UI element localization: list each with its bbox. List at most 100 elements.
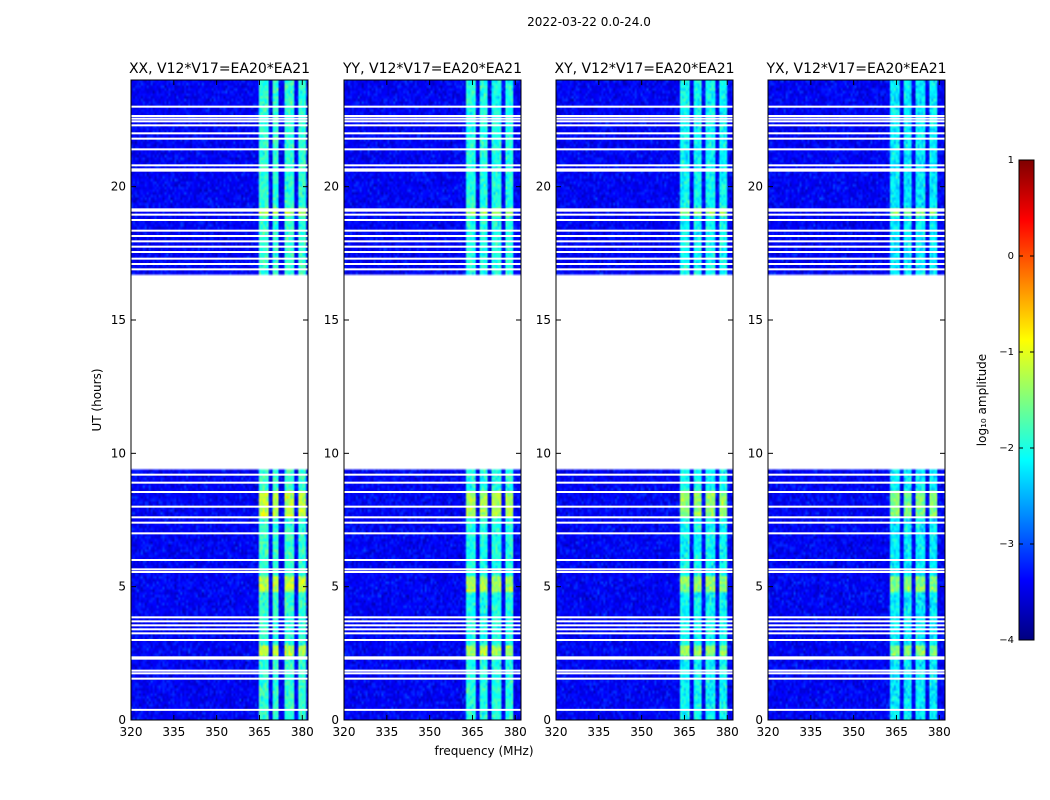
y-tick-label: 0 [543, 713, 551, 727]
flag-line [768, 632, 945, 635]
flag-line [768, 245, 945, 248]
y-tick-label: 15 [536, 313, 551, 327]
flag-line [344, 628, 521, 631]
panel-frame [343, 79, 522, 721]
flag-line [556, 708, 733, 711]
flag-line [556, 251, 733, 253]
flag-line [344, 516, 521, 519]
flag-line [768, 240, 945, 243]
flag-line [131, 169, 308, 172]
flag-line [556, 168, 733, 171]
flag-line [131, 632, 308, 635]
flag-line [556, 505, 733, 508]
flag-line [131, 208, 308, 211]
y-tick-label: 5 [755, 580, 763, 594]
x-tick-label: 380 [504, 725, 527, 739]
flag-line [556, 491, 733, 493]
x-tick-label: 350 [205, 725, 228, 739]
flag-line [131, 168, 308, 171]
flag-line [556, 532, 733, 535]
flag-line [768, 491, 945, 493]
flag-line [556, 516, 733, 519]
flag-line [344, 571, 521, 573]
flag-line [768, 251, 945, 253]
flag-line [768, 672, 945, 675]
panel-2: YY, V12*V17=EA20*EA21 320 335 350 365 380 0 5 10… [324, 61, 527, 739]
panel-title: XX, V12*V17=EA20*EA21 [129, 61, 310, 77]
x-tick-label: 320 [333, 725, 356, 739]
flag-line [556, 164, 733, 167]
y-tick-label: 15 [324, 313, 339, 327]
y-tick-label: 0 [755, 713, 763, 727]
x-tick-label: 320 [545, 725, 568, 739]
flag-line [344, 263, 521, 265]
flag-line [768, 124, 945, 127]
flag-line [768, 164, 945, 167]
y-tick-label: 5 [543, 580, 551, 594]
x-tick-label: 320 [120, 725, 143, 739]
flag-line [131, 117, 308, 120]
x-tick-label: 365 [461, 725, 484, 739]
flag-line [556, 124, 733, 127]
flag-line [768, 229, 945, 232]
flag-line [556, 481, 733, 484]
flag-line [556, 616, 733, 619]
y-tick-label: 15 [748, 313, 763, 327]
y-tick-label: 20 [324, 180, 339, 194]
y-tick-label: 20 [111, 180, 126, 194]
colorbar: 1 0 −1 −2 −3 −4 [999, 155, 1035, 646]
flag-line [768, 708, 945, 711]
flag-line [344, 268, 521, 271]
flag-line [344, 521, 521, 524]
flag-line [131, 124, 308, 127]
flag-line [131, 132, 308, 135]
flag-line [344, 708, 521, 711]
flag-line [768, 516, 945, 519]
x-tick-label: 350 [842, 725, 865, 739]
panel-1: XX, V12*V17=EA20*EA21 320 335 350 365 380 0 5 10… [111, 61, 314, 739]
y-tick-label: 5 [331, 580, 339, 594]
flag-line [768, 132, 945, 135]
flag-line [556, 568, 733, 571]
flag-line [344, 229, 521, 232]
flag-line [344, 105, 521, 108]
flag-line [768, 168, 945, 171]
flag-line [131, 656, 308, 659]
flag-line [556, 148, 733, 151]
x-tick-label: 380 [716, 725, 739, 739]
flag-line [768, 532, 945, 535]
flag-line [344, 669, 521, 672]
flag-line [131, 473, 308, 476]
flag-line [768, 263, 945, 265]
flag-line [131, 669, 308, 672]
flag-line [344, 164, 521, 167]
flag-line [131, 559, 308, 561]
flag-line [768, 559, 945, 561]
flag-line [556, 209, 733, 212]
x-axis-label: frequency (MHz) [434, 744, 533, 758]
x-tick-label: 335 [162, 725, 185, 739]
flag-line [768, 568, 945, 571]
x-tick-label: 365 [885, 725, 908, 739]
flag-line [344, 532, 521, 535]
flag-line [768, 105, 945, 108]
flag-line [556, 628, 733, 631]
panel-title: YY, V12*V17=EA20*EA21 [342, 61, 522, 77]
flag-line [131, 120, 308, 123]
flag-line [131, 532, 308, 535]
flag-line [768, 521, 945, 524]
flag-line [768, 481, 945, 484]
flag-line [344, 473, 521, 476]
flag-line [344, 120, 521, 123]
flag-line [768, 639, 945, 641]
y-tick-label: 5 [118, 580, 126, 594]
flag-line [556, 115, 733, 117]
flag-line [556, 229, 733, 232]
flag-line [768, 620, 945, 623]
x-tick-label: 380 [928, 725, 951, 739]
flag-line [556, 132, 733, 135]
flag-line [131, 568, 308, 571]
colorbar-tick-label: 0 [1008, 251, 1014, 262]
flag-line [556, 117, 733, 120]
